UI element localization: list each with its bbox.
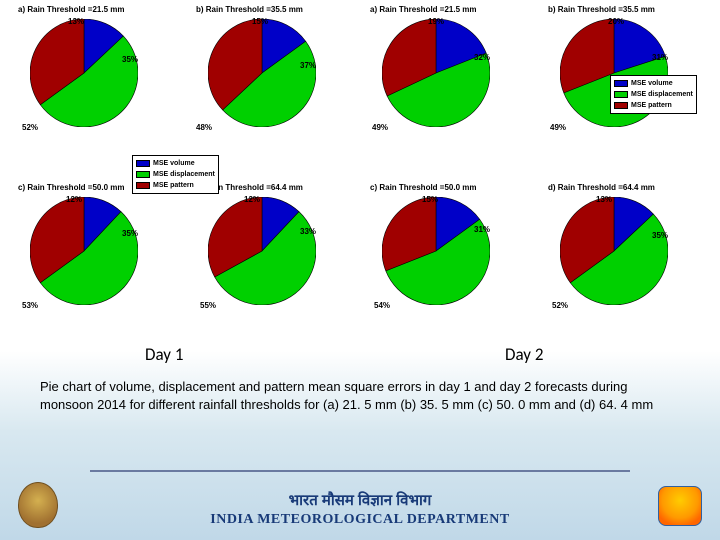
pie-chart: c) Rain Threshold =50.0 mm 12% 35% 53% bbox=[18, 183, 168, 333]
legend-label: MSE pattern bbox=[631, 100, 672, 111]
pie-percent-label: 32% bbox=[474, 53, 490, 62]
legend-swatch bbox=[614, 102, 628, 109]
legend-label: MSE pattern bbox=[153, 180, 194, 191]
pie-title: b) Rain Threshold =35.5 mm bbox=[196, 5, 303, 14]
pie-percent-label: 33% bbox=[300, 227, 316, 236]
pie-chart: c) Rain Threshold =50.0 mm 15% 31% 54% bbox=[370, 183, 520, 333]
pie-title: c) Rain Threshold =50.0 mm bbox=[18, 183, 124, 192]
pie-percent-label: 19% bbox=[428, 17, 444, 26]
pie-title: b) Rain Threshold =35.5 mm bbox=[548, 5, 655, 14]
legend-swatch bbox=[614, 80, 628, 87]
legend-swatch bbox=[136, 171, 150, 178]
legend-swatch bbox=[136, 160, 150, 167]
pie-percent-label: 52% bbox=[22, 123, 38, 132]
pie-percent-label: 52% bbox=[552, 301, 568, 310]
pie-percent-label: 20% bbox=[608, 17, 624, 26]
pie-percent-label: 15% bbox=[252, 17, 268, 26]
legend-label: MSE displacement bbox=[153, 169, 215, 180]
pie-percent-label: 37% bbox=[300, 61, 316, 70]
pie-percent-label: 49% bbox=[550, 123, 566, 132]
pie-percent-label: 54% bbox=[374, 301, 390, 310]
pie-title: d) Rain Threshold =64.4 mm bbox=[548, 183, 655, 192]
legend-item: MSE displacement bbox=[136, 169, 215, 180]
legend-swatch bbox=[614, 91, 628, 98]
pie-percent-label: 48% bbox=[196, 123, 212, 132]
pie-percent-label: 13% bbox=[68, 17, 84, 26]
pie-percent-label: 15% bbox=[422, 195, 438, 204]
legend-item: MSE volume bbox=[614, 78, 693, 89]
pie-percent-label: 53% bbox=[22, 301, 38, 310]
pie-title: a) Rain Threshold =21.5 mm bbox=[18, 5, 124, 14]
pie-chart: d) Rain Threshold =64.4 mm12%33%55% bbox=[196, 183, 346, 333]
pie-percent-label: 31% bbox=[652, 53, 668, 62]
pie-title: c) Rain Threshold =50.0 mm bbox=[370, 183, 476, 192]
day2-label: Day 2 bbox=[505, 344, 543, 365]
day1-label: Day 1 bbox=[145, 344, 183, 365]
pie-percent-label: 13% bbox=[596, 195, 612, 204]
legend-label: MSE volume bbox=[153, 158, 195, 169]
legend-swatch bbox=[136, 182, 150, 189]
figure-caption: Pie chart of volume, displacement and pa… bbox=[40, 378, 680, 413]
day2-panel: a) Rain Threshold =21.5 mm 19% 32% 49% b) Ra… bbox=[370, 5, 705, 335]
pie-percent-label: 49% bbox=[372, 123, 388, 132]
day1-panel: a) Rain Threshold =21.5 mm 13% 35% 52% b) Ra… bbox=[18, 5, 353, 335]
day-labels-row: Day 1 Day 2 bbox=[0, 340, 720, 372]
chart-area: a) Rain Threshold =21.5 mm 13% 35% 52% b) Ra… bbox=[0, 0, 720, 340]
legend-label: MSE volume bbox=[631, 78, 673, 89]
pie-chart: a) Rain Threshold =21.5 mm 19% 32% 49% bbox=[370, 5, 520, 155]
pie-percent-label: 12% bbox=[66, 195, 82, 204]
footer-hindi: भारत मौसम विज्ञान विभाग bbox=[0, 490, 720, 510]
pie-title: a) Rain Threshold =21.5 mm bbox=[370, 5, 476, 14]
pie-percent-label: 35% bbox=[652, 231, 668, 240]
footer-english: INDIA METEOROLOGICAL DEPARTMENT bbox=[0, 512, 720, 528]
legend-item: MSE pattern bbox=[614, 100, 693, 111]
pie-percent-label: 12% bbox=[244, 195, 260, 204]
pie-chart: d) Rain Threshold =64.4 mm 13% 35% 52% bbox=[548, 183, 698, 333]
footer: भारत मौसम विज्ञान विभाग INDIA METEOROLOG… bbox=[0, 470, 720, 540]
pie-chart: b) Rain Threshold =35.5 mm 15% 37% 48% bbox=[196, 5, 346, 155]
legend-label: MSE displacement bbox=[631, 89, 693, 100]
pie-percent-label: 35% bbox=[122, 55, 138, 64]
pie-chart: a) Rain Threshold =21.5 mm 13% 35% 52% bbox=[18, 5, 168, 155]
legend-item: MSE displacement bbox=[614, 89, 693, 100]
footer-rule bbox=[90, 470, 630, 472]
legend-item: MSE volume bbox=[136, 158, 215, 169]
legend-item: MSE pattern bbox=[136, 180, 215, 191]
pie-percent-label: 35% bbox=[122, 229, 138, 238]
pie-percent-label: 31% bbox=[474, 225, 490, 234]
pie-percent-label: 55% bbox=[200, 301, 216, 310]
legend: MSE volumeMSE displacementMSE pattern bbox=[610, 75, 697, 114]
legend: MSE volumeMSE displacementMSE pattern bbox=[132, 155, 219, 194]
